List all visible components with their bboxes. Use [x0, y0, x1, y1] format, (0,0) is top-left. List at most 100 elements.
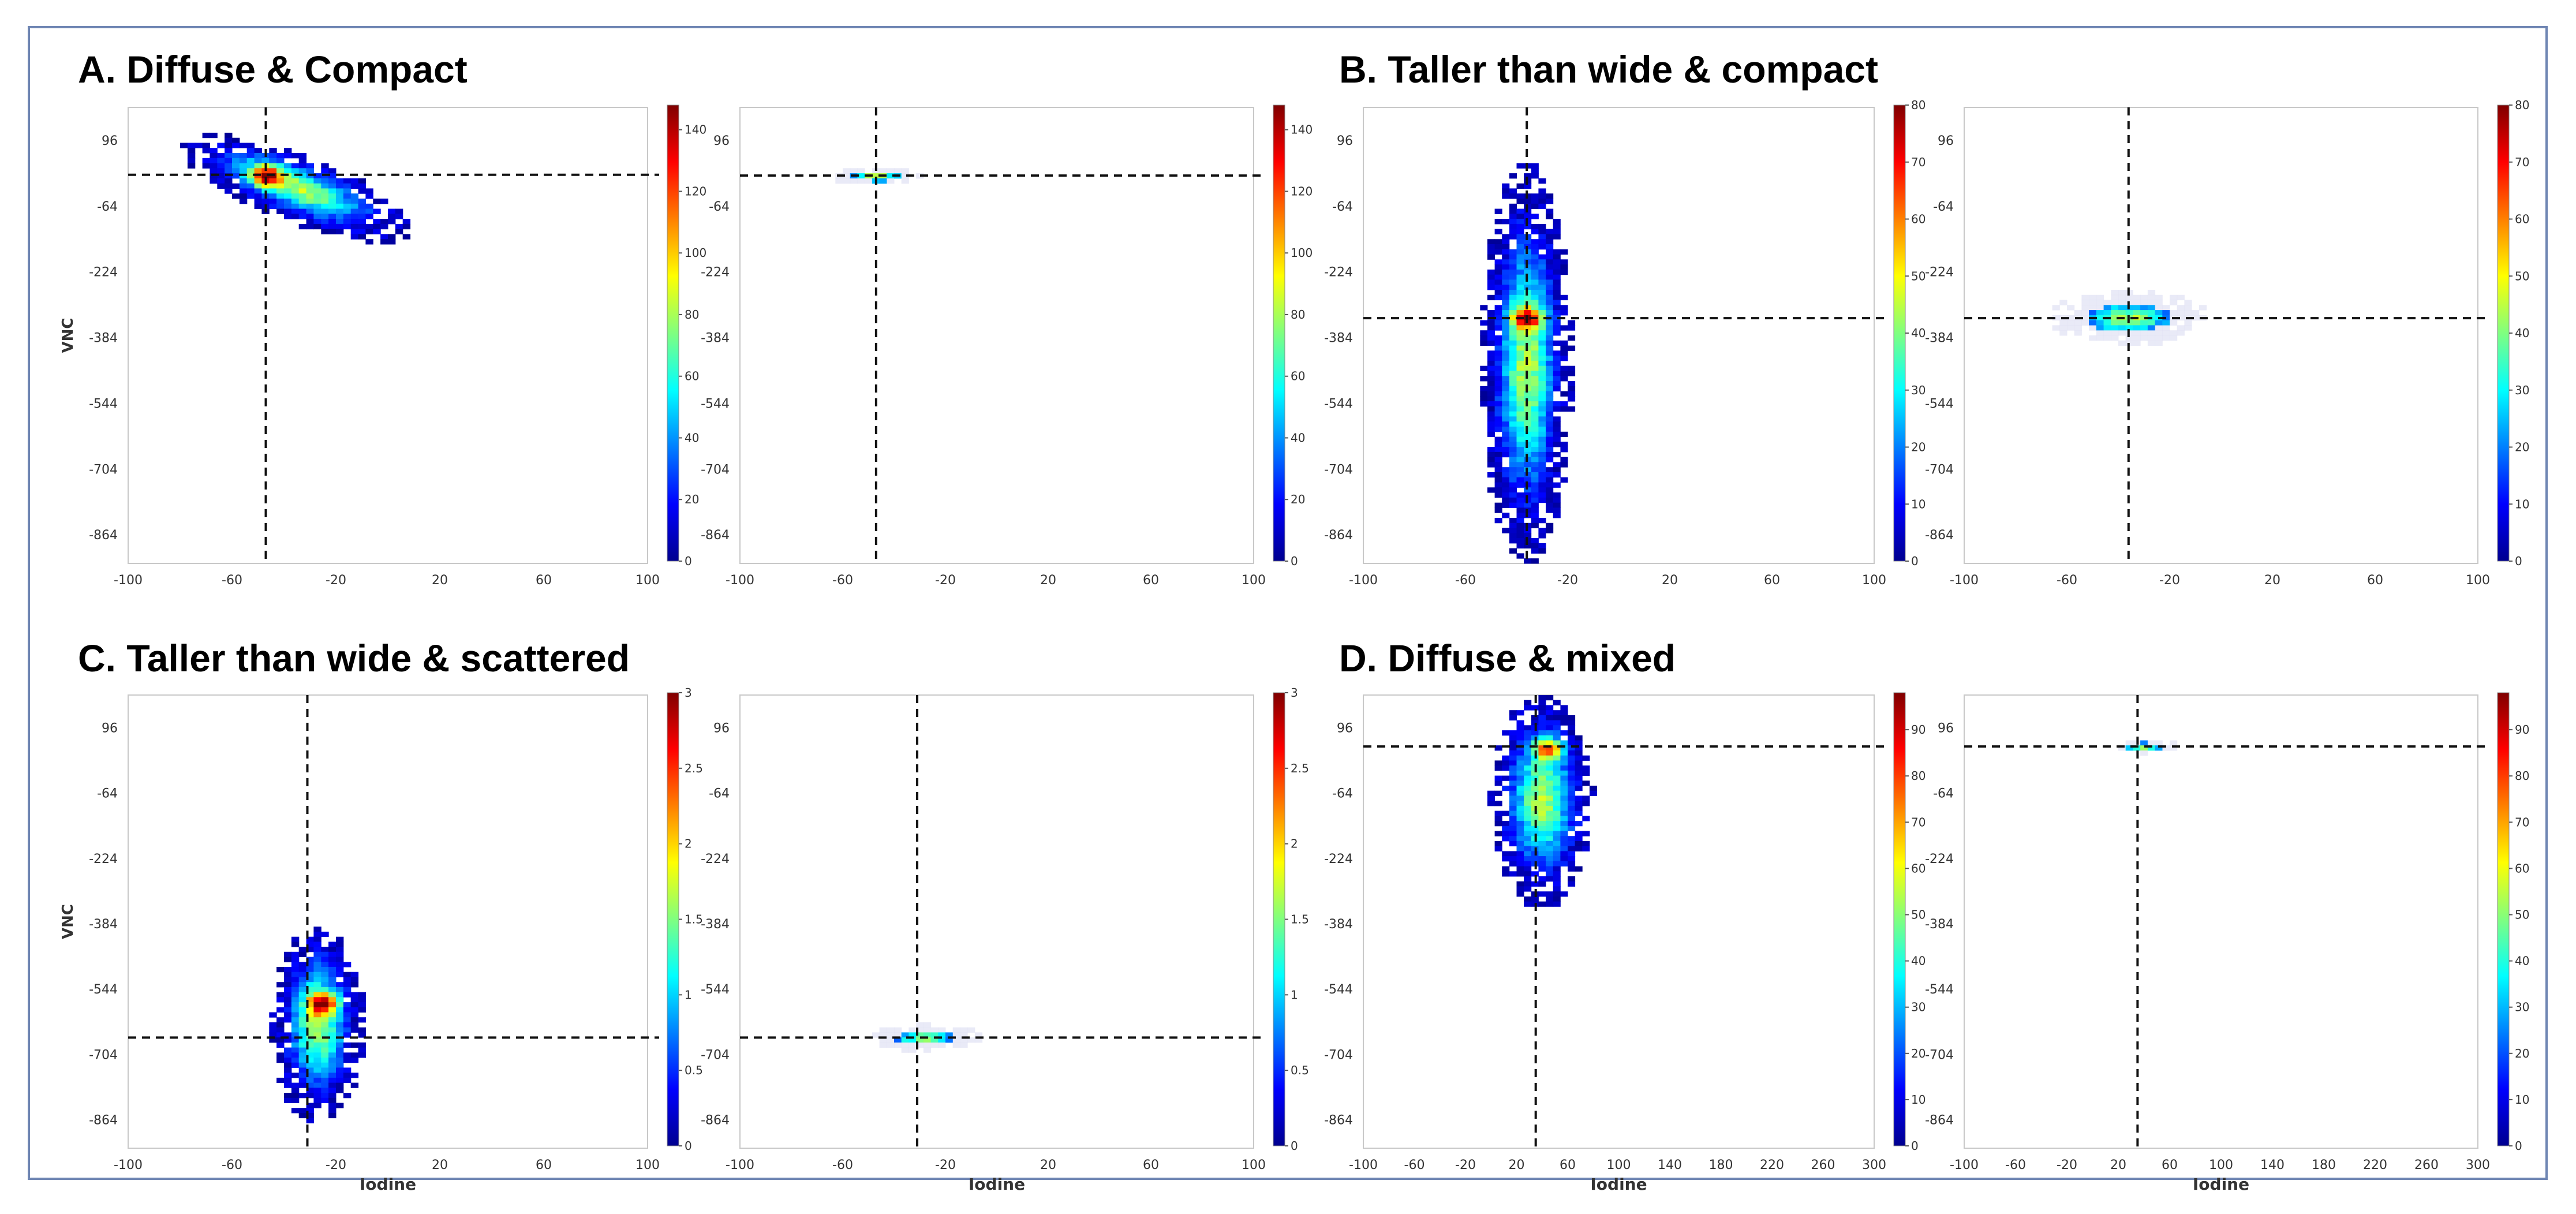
heatmap-cell: [1502, 472, 1510, 478]
heatmap-cell: [2147, 290, 2156, 296]
heatmap-cell: [306, 1032, 314, 1038]
panel-title: D. Diffuse & mixed: [1339, 637, 1676, 679]
heatmap-cell: [1494, 208, 1502, 214]
x-tick-label: 220: [2363, 1158, 2387, 1172]
heatmap-cell: [343, 992, 352, 998]
heatmap-cell: [1509, 492, 1517, 498]
heatmap-cell: [284, 1067, 292, 1073]
heatmap-cell: [350, 982, 359, 988]
heatmap-cell: [284, 153, 292, 159]
heatmap-cell: [1509, 285, 1517, 290]
heatmap-cell: [1516, 522, 1524, 529]
heatmap-cell: [923, 1037, 932, 1043]
heatmap-cell: [1531, 290, 1539, 296]
heatmap-cell: [298, 158, 307, 164]
heatmap-cell: [1494, 472, 1502, 478]
heatmap-cell: [350, 199, 359, 204]
heatmap-cell: [1524, 735, 1532, 741]
heatmap-cell: [225, 148, 233, 154]
heatmap-cell: [1546, 239, 1554, 245]
colorbar-tick-label: 30: [1911, 1000, 1926, 1014]
x-tick-label: 140: [1658, 1158, 1682, 1172]
heatmap-cell: [321, 1012, 329, 1018]
heatmap-cell: [1531, 310, 1539, 316]
heatmap-cell: [210, 173, 218, 179]
heatmap-cell: [1487, 391, 1495, 397]
heatmap-cell: [1560, 825, 1568, 831]
heatmap-cell: [246, 183, 255, 189]
heatmap-cell: [269, 148, 277, 154]
heatmap-cell: [254, 183, 262, 189]
heatmap-cell: [1516, 538, 1524, 544]
heatmap-cell: [1494, 325, 1502, 331]
heatmap-cell: [879, 178, 887, 184]
heatmap-cell: [1531, 325, 1539, 331]
heatmap-cell: [1494, 467, 1502, 473]
heatmap-cell: [1516, 730, 1524, 736]
heatmap-cell: [1516, 457, 1524, 462]
x-tick-label: 60: [1143, 573, 1159, 588]
heatmap-cell: [2140, 320, 2148, 326]
heatmap-cell: [336, 947, 344, 952]
heatmap-cell: [1538, 274, 1546, 280]
heatmap-cell: [1568, 345, 1576, 351]
heatmap-cell: [1516, 477, 1524, 483]
heatmap-cell: [1531, 269, 1539, 275]
heatmap-cell: [1546, 780, 1554, 786]
heatmap-cell: [1502, 259, 1510, 265]
heatmap-cell: [1538, 436, 1546, 442]
heatmap-cell: [887, 1037, 895, 1043]
heatmap-cell: [1546, 467, 1554, 473]
heatmap-cell: [1502, 183, 1510, 189]
heatmap-cell: [1560, 740, 1568, 746]
heatmap-cell: [1524, 775, 1532, 781]
heatmap-cell: [1553, 381, 1561, 387]
heatmap-cell: [1516, 780, 1524, 786]
heatmap-cell: [313, 1007, 321, 1013]
heatmap-cell: [1516, 710, 1524, 716]
x-tick-label: -100: [114, 1158, 143, 1172]
heatmap-cell: [1546, 401, 1554, 407]
heatmap-cell: [2103, 310, 2111, 316]
heatmap-cell: [960, 1032, 968, 1038]
heatmap-cell: [1516, 305, 1524, 311]
heatmap-cell: [1560, 350, 1568, 356]
heatmap-cell: [1524, 780, 1532, 786]
heatmap-cell: [1509, 477, 1517, 483]
heatmap-cell: [1582, 816, 1590, 821]
heatmap-cell: [1568, 770, 1576, 776]
heatmap-cell: [1531, 856, 1539, 862]
heatmap-cell: [276, 153, 285, 159]
plot-area: [128, 694, 648, 1149]
heatmap-cell: [1502, 730, 1510, 736]
heatmap-cell: [1553, 462, 1561, 468]
heatmap-cell: [1538, 876, 1546, 882]
heatmap-cell: [2133, 320, 2141, 326]
heatmap-cell: [343, 178, 352, 184]
heatmap-cell: [284, 1062, 292, 1068]
heatmap-cell: [1494, 477, 1502, 483]
heatmap-cell: [1582, 765, 1590, 771]
heatmap-cell: [254, 158, 262, 164]
heatmap-cell: [1531, 427, 1539, 432]
heatmap-cell: [1494, 229, 1502, 234]
heatmap-cell: [313, 1067, 321, 1073]
heatmap-cell: [1538, 229, 1546, 234]
heatmap-cell: [1546, 244, 1554, 250]
heatmap-cell: [1560, 264, 1568, 270]
heatmap-cell: [1487, 285, 1495, 290]
heatmap-cell: [225, 178, 233, 184]
plot-left: -100 -60 -20 20 60 100 140 180 220 260 30096-64-22…: [1324, 692, 1926, 1194]
heatmap-cell: [254, 188, 262, 194]
heatmap-cell: [1502, 254, 1510, 260]
heatmap-cell: [261, 173, 270, 179]
heatmap-cell: [1502, 269, 1510, 275]
heatmap-cell: [2133, 294, 2141, 301]
heatmap-cell: [908, 1032, 917, 1038]
heatmap-cell: [306, 199, 314, 204]
colorbar-tick-label: 1: [685, 988, 692, 1002]
heatmap-cell: [298, 1062, 307, 1068]
heatmap-cell: [1516, 290, 1524, 296]
heatmap-cell: [1480, 305, 1488, 311]
heatmap-cell: [1538, 269, 1546, 275]
